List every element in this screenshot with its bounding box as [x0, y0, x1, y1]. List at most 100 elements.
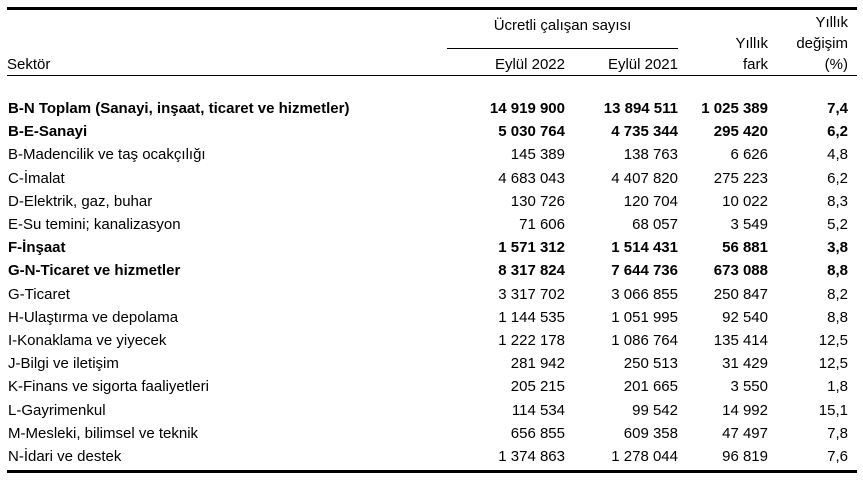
table-row: D-Elektrik, gaz, buhar 130 726 120 704 1… — [7, 190, 848, 213]
table-row: K-Finans ve sigorta faaliyetleri 205 215… — [7, 375, 848, 398]
yillik-degisim-cell: 4,8 — [827, 146, 848, 164]
table-row: B-N Toplam (Sanayi, inşaat, ticaret ve h… — [7, 97, 848, 120]
yillik-degisim-cell: 7,6 — [827, 447, 848, 465]
eylul-2022-cell: 205 215 — [510, 378, 565, 396]
eylul-2021-cell: 99 542 — [632, 401, 678, 419]
table-row: C-İmalat 4 683 043 4 407 820 275 223 6,2 — [7, 167, 848, 190]
eylul-2021-cell: 1 086 764 — [611, 331, 678, 349]
yillik-degisim-cell: 3,8 — [827, 239, 848, 257]
sector-cell: G-N-Ticaret ve hizmetler — [8, 262, 181, 280]
table-body: B-N Toplam (Sanayi, inşaat, ticaret ve h… — [7, 76, 857, 470]
sector-cell: K-Finans ve sigorta faaliyetleri — [8, 378, 209, 396]
col-header-yillik-fark: Yıllık fark — [678, 33, 768, 75]
eylul-2021-cell: 1 051 995 — [611, 308, 678, 326]
eylul-2022-cell: 1 222 178 — [498, 331, 565, 349]
col-header-eylul-2021: Eylül 2021 — [607, 56, 678, 73]
col-header-yillik-degisim-line2: değişim — [796, 35, 848, 52]
yillik-degisim-cell: 12,5 — [818, 355, 848, 373]
eylul-2022-cell: 8 317 824 — [498, 262, 565, 280]
yillik-degisim-cell: 1,8 — [827, 378, 848, 396]
eylul-2021-cell: 3 066 855 — [611, 285, 678, 303]
col-header-eylul-2022: Eylül 2022 — [494, 56, 565, 73]
sector-cell: G-Ticaret — [8, 285, 70, 303]
yillik-fark-cell: 3 550 — [730, 378, 768, 396]
sector-cell: F-İnşaat — [8, 239, 66, 257]
yillik-fark-cell: 295 420 — [713, 123, 768, 141]
yillik-degisim-cell: 8,8 — [827, 308, 848, 326]
eylul-2022-cell: 1 571 312 — [498, 239, 565, 257]
eylul-2021-cell: 1 514 431 — [611, 239, 678, 257]
group-header-title: Ücretli çalışan sayısı — [447, 15, 678, 49]
yillik-degisim-cell: 6,2 — [827, 123, 848, 141]
eylul-2022-cell: 14 919 900 — [489, 100, 565, 118]
table-row: G-Ticaret 3 317 702 3 066 855 250 847 8,… — [7, 283, 848, 306]
table-row: J-Bilgi ve iletişim 281 942 250 513 31 4… — [7, 352, 848, 375]
sector-column-header: Sektör — [7, 56, 51, 73]
yillik-degisim-cell: 7,4 — [827, 100, 848, 118]
yillik-fark-cell: 250 847 — [713, 285, 768, 303]
yillik-degisim-cell: 8,2 — [827, 285, 848, 303]
yillik-fark-cell: 1 025 389 — [701, 100, 768, 118]
eylul-2021-cell: 13 894 511 — [603, 100, 678, 118]
yillik-fark-cell: 135 414 — [713, 331, 768, 349]
sector-cell: H-Ulaştırma ve depolama — [8, 308, 179, 326]
col-header-yillik-degisim: Yıllık değişim (%) — [768, 12, 848, 75]
paid-employees-table: Sektör Ücretli çalışan sayısı Eylül 2022… — [7, 7, 857, 473]
eylul-2021-cell: 68 057 — [632, 216, 678, 234]
eylul-2021-cell: 609 358 — [623, 424, 678, 442]
table-row: L-Gayrimenkul 114 534 99 542 14 992 15,1 — [7, 398, 848, 421]
eylul-2022-cell: 1 374 863 — [498, 447, 565, 465]
eylul-2022-cell: 145 389 — [510, 146, 565, 164]
table-row: N-İdari ve destek 1 374 863 1 278 044 96… — [7, 445, 848, 468]
yillik-degisim-cell: 8,8 — [827, 262, 848, 280]
col-header-yillik-degisim-line3: (%) — [824, 56, 848, 73]
col-header-yillik-fark-line1: Yıllık — [735, 35, 768, 52]
table-row: E-Su temini; kanalizasyon 71 606 68 057 … — [7, 213, 848, 236]
yillik-fark-cell: 56 881 — [722, 239, 768, 257]
eylul-2021-cell: 138 763 — [623, 146, 678, 164]
eylul-2022-cell: 71 606 — [519, 216, 565, 234]
eylul-2021-cell: 120 704 — [623, 192, 678, 210]
sector-cell: J-Bilgi ve iletişim — [8, 355, 119, 373]
sector-cell: L-Gayrimenkul — [8, 401, 106, 419]
eylul-2022-cell: 4 683 043 — [498, 169, 565, 187]
yillik-fark-cell: 31 429 — [722, 355, 768, 373]
yillik-fark-cell: 14 992 — [722, 401, 768, 419]
eylul-2022-cell: 130 726 — [510, 192, 565, 210]
col-header-yillik-fark-line2: fark — [742, 56, 768, 73]
table-row: F-İnşaat 1 571 312 1 514 431 56 881 3,8 — [7, 236, 848, 259]
sector-cell: B-N Toplam (Sanayi, inşaat, ticaret ve h… — [8, 100, 350, 118]
sector-cell: C-İmalat — [8, 169, 65, 187]
table-row: H-Ulaştırma ve depolama 1 144 535 1 051 … — [7, 306, 848, 329]
eylul-2021-cell: 1 278 044 — [611, 447, 678, 465]
yillik-degisim-cell: 6,2 — [827, 169, 848, 187]
eylul-2022-cell: 114 534 — [511, 401, 565, 419]
eylul-2022-cell: 1 144 535 — [498, 308, 565, 326]
eylul-2022-cell: 3 317 702 — [498, 285, 565, 303]
yillik-degisim-cell: 12,5 — [818, 331, 848, 349]
eylul-2021-cell: 250 513 — [623, 355, 678, 373]
eylul-2022-cell: 281 942 — [510, 355, 565, 373]
table-row: M-Mesleki, bilimsel ve teknik 656 855 60… — [7, 422, 848, 445]
yillik-fark-cell: 6 626 — [730, 146, 768, 164]
table-row: B-E-Sanayi 5 030 764 4 735 344 295 420 6… — [7, 120, 848, 143]
eylul-2021-cell: 4 407 820 — [611, 169, 678, 187]
yillik-fark-cell: 96 819 — [722, 447, 768, 465]
table-row: I-Konaklama ve yiyecek 1 222 178 1 086 7… — [7, 329, 848, 352]
yillik-fark-cell: 10 022 — [722, 192, 768, 210]
yillik-fark-cell: 3 549 — [730, 216, 768, 234]
table-row: B-Madencilik ve taş ocakçılığı 145 389 1… — [7, 143, 848, 166]
group-header-paid-employees: Ücretli çalışan sayısı Eylül 2022 Eylül … — [447, 15, 678, 75]
yillik-degisim-cell: 15,1 — [818, 401, 848, 419]
yillik-fark-cell: 47 497 — [722, 424, 768, 442]
yillik-degisim-cell: 5,2 — [827, 216, 848, 234]
table-header: Sektör Ücretli çalışan sayısı Eylül 2022… — [7, 10, 857, 76]
sector-cell: N-İdari ve destek — [8, 447, 122, 465]
sector-cell: M-Mesleki, bilimsel ve teknik — [8, 424, 199, 442]
yillik-fark-cell: 673 088 — [713, 262, 768, 280]
sector-cell: B-E-Sanayi — [8, 123, 88, 141]
yillik-degisim-cell: 8,3 — [827, 192, 848, 210]
yillik-fark-cell: 275 223 — [713, 169, 768, 187]
table-row: G-N-Ticaret ve hizmetler 8 317 824 7 644… — [7, 259, 848, 282]
